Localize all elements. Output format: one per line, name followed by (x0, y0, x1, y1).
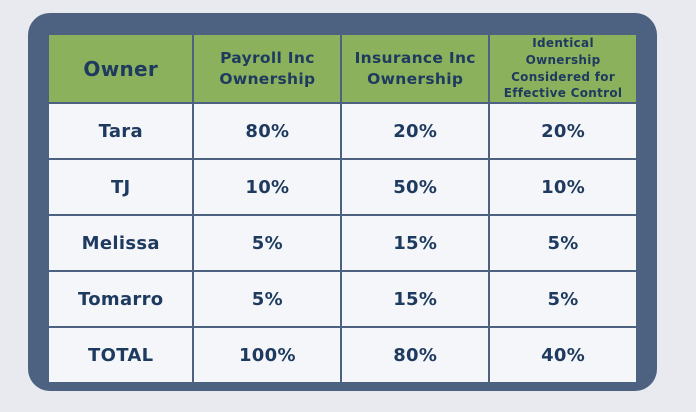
payroll-cell: 100% (192, 326, 343, 385)
payroll-cell: 5% (192, 214, 343, 273)
insurance-cell: 20% (340, 102, 491, 161)
col-header-identical: Identical Ownership Considered for Effec… (488, 32, 638, 105)
insurance-cell: 50% (340, 158, 491, 217)
payroll-cell: 80% (192, 102, 343, 161)
payroll-cell: 5% (192, 270, 343, 329)
identical-cell: 20% (488, 102, 638, 161)
insurance-cell: 15% (340, 214, 491, 273)
col-header-payroll: Payroll Inc Ownership (192, 32, 343, 105)
owner-cell: Melissa (46, 214, 195, 273)
table-header-row: Owner Payroll Inc Ownership Insurance In… (46, 32, 638, 105)
table-row-tomarro: Tomarro 5% 15% 5% (46, 270, 638, 329)
col-header-owner: Owner (46, 32, 195, 105)
payroll-cell: 10% (192, 158, 343, 217)
identical-cell: 5% (488, 214, 638, 273)
col-header-insurance: Insurance Inc Ownership (340, 32, 491, 105)
ownership-table: Owner Payroll Inc Ownership Insurance In… (46, 32, 638, 385)
table-row-tj: TJ 10% 50% 10% (46, 158, 638, 217)
table-row-melissa: Melissa 5% 15% 5% (46, 214, 638, 273)
table-row-tara: Tara 80% 20% 20% (46, 102, 638, 161)
insurance-cell: 15% (340, 270, 491, 329)
owner-cell: Tomarro (46, 270, 195, 329)
owner-cell: TJ (46, 158, 195, 217)
identical-cell: 40% (488, 326, 638, 385)
identical-cell: 5% (488, 270, 638, 329)
table-row-total: TOTAL 100% 80% 40% (46, 326, 638, 385)
identical-cell: 10% (488, 158, 638, 217)
insurance-cell: 80% (340, 326, 491, 385)
owner-cell: TOTAL (46, 326, 195, 385)
owner-cell: Tara (46, 102, 195, 161)
table-frame: Owner Payroll Inc Ownership Insurance In… (28, 13, 657, 391)
